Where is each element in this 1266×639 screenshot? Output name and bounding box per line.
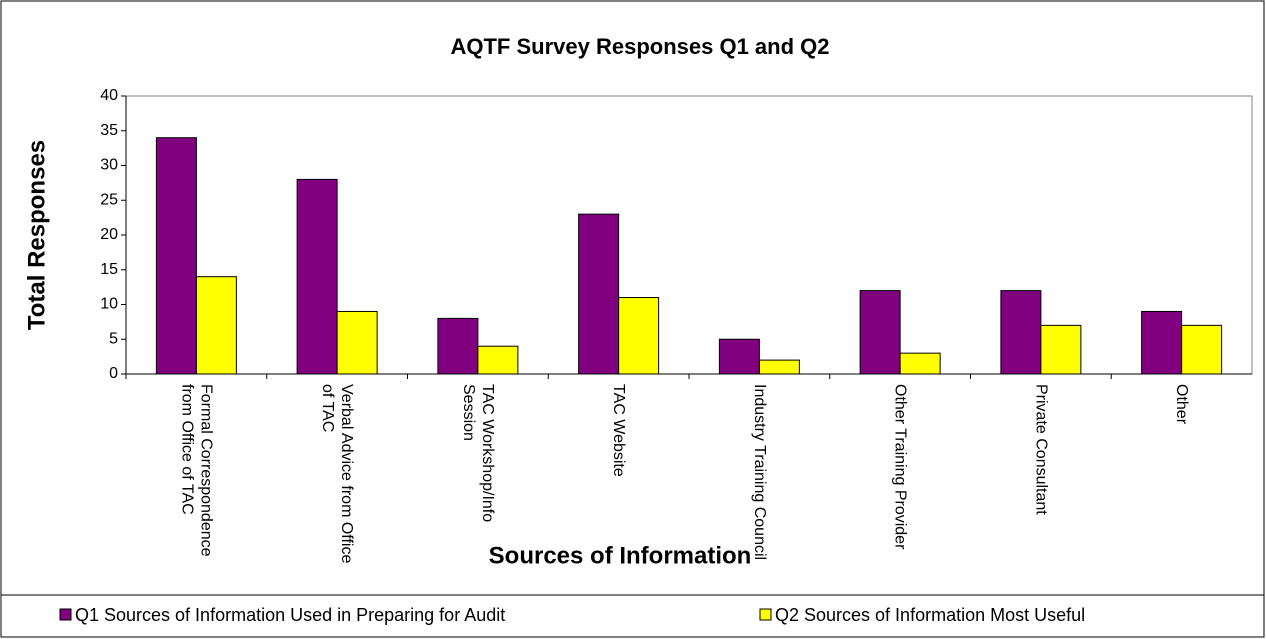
x-tick-label: TAC Workshop/Info Session [459,384,496,523]
x-tick-label-box: Formal Correspondence from Office of TAC [126,384,266,564]
bar [296,178,338,375]
x-tick-label-box: Other Training Provider [830,384,970,564]
x-tick-label-box: Other [1112,384,1252,564]
bar [1181,324,1223,375]
legend-swatch [59,608,72,621]
bar [718,338,760,375]
x-tick-label-box: TAC Website [549,384,689,564]
x-tick-label-box: Verbal Advice from Office of TAC [267,384,407,564]
bar [618,297,660,375]
y-tick-label: 15 [100,261,118,278]
bar [758,359,800,375]
bar [155,137,197,375]
bar [437,317,479,375]
x-tick-label-box: Industry Training Council [689,384,829,564]
x-tick-label: Other Training Provider [891,384,909,550]
x-tick-label: Other [1173,384,1191,425]
plot-area [125,95,1253,375]
legend-label: Q1 Sources of Information Used in Prepar… [75,605,505,625]
x-tick-label-box: Private Consultant [971,384,1111,564]
bar [899,352,941,375]
bar [477,345,519,375]
x-tick-label: Private Consultant [1032,384,1050,515]
bar [336,310,378,375]
bar [1141,310,1183,375]
y-tick-label: 0 [109,365,118,382]
bar [195,276,237,375]
x-tick-label: Formal Correspondence from Office of TAC [178,384,215,557]
y-tick-label: 35 [100,122,118,139]
bar [1040,324,1082,375]
x-tick-label: Industry Training Council [750,384,768,561]
legend-swatch [759,608,772,621]
y-tick-label: 20 [100,226,118,243]
chart-title: AQTF Survey Responses Q1 and Q2 [450,34,829,59]
y-tick-label: 5 [109,330,118,347]
bar [859,290,901,375]
x-tick-label: TAC Website [610,384,628,477]
bar [1000,290,1042,375]
y-tick-label: 10 [100,296,118,313]
x-axis-title: Sources of Information [489,542,752,569]
bar [578,213,620,375]
legend-label: Q2 Sources of Information Most Useful [775,605,1085,625]
y-axis-title: Total Responses [23,140,50,330]
y-tick-label: 25 [100,191,118,208]
x-tick-label: Verbal Advice from Office of TAC [319,384,356,564]
y-tick-label: 30 [100,157,118,174]
y-tick-label: 40 [100,87,118,104]
x-tick-label-box: TAC Workshop/Info Session [408,384,548,564]
